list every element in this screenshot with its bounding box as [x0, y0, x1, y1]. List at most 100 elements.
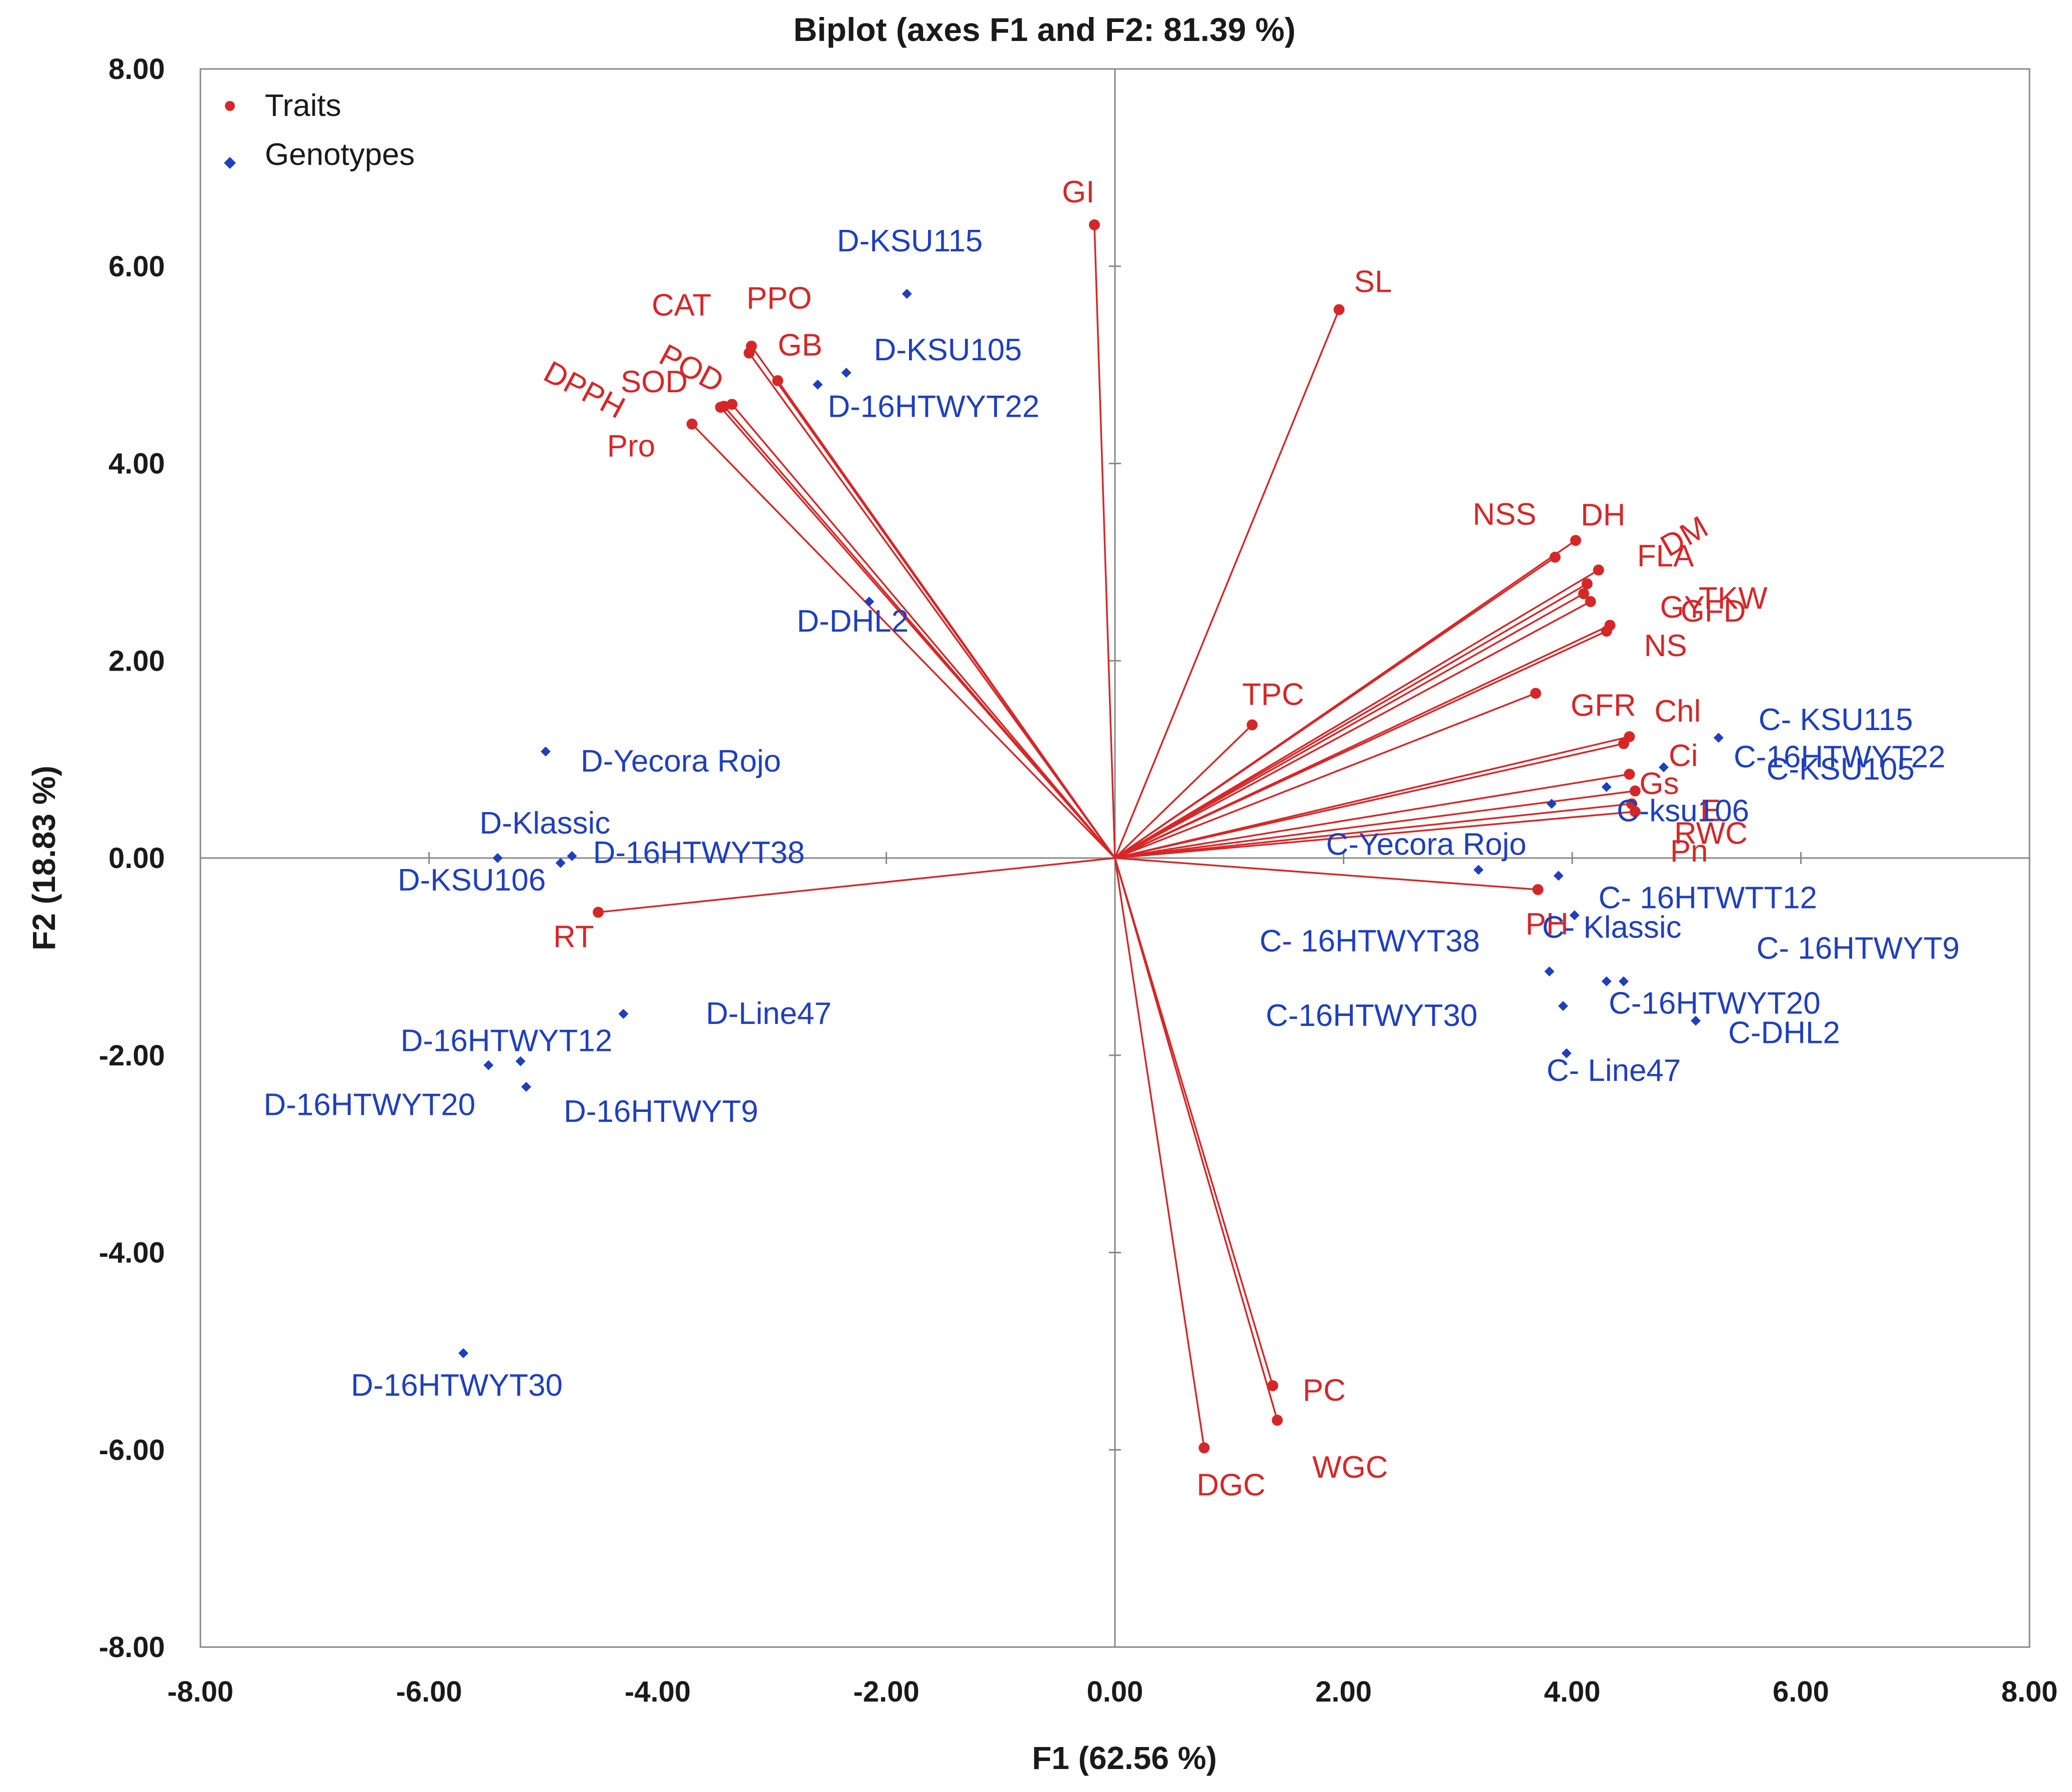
genotype-point-c-16htwyt20 — [1618, 976, 1629, 986]
trait-point-ppo — [746, 340, 757, 352]
genotype-point-d-16htwyt20 — [483, 1060, 494, 1070]
trait-point-nss — [1549, 552, 1561, 563]
trait-label-gi: GI — [1062, 175, 1094, 209]
trait-point-dm — [1593, 564, 1604, 576]
genotype-point-d-dhl2 — [864, 596, 875, 607]
genotype-point-d-16htwyt9 — [521, 1081, 531, 1092]
genotype-point-c-16htwtt12 — [1553, 871, 1564, 881]
trait-label-nss: NSS — [1473, 497, 1536, 532]
trait-vector-rt — [598, 857, 1115, 913]
trait-point-wgc — [1271, 1415, 1283, 1426]
trait-label-tpc: TPC — [1242, 678, 1304, 712]
genotype-point-d-16htwyt30 — [458, 1348, 469, 1358]
genotype-label-d-16htwyt38: D-16HTWYT38 — [593, 836, 805, 870]
genotype-label-c-klassic: C- Klassic — [1542, 910, 1682, 944]
genotype-label-d-16htwyt12: D-16HTWYT12 — [401, 1024, 613, 1058]
y-tick-label: 6.00 — [108, 250, 165, 283]
trait-point-gs — [1624, 769, 1635, 780]
genotype-label-d-klassic: D-Klassic — [479, 806, 610, 841]
trait-label-ns: NS — [1644, 629, 1687, 663]
trait-label-pn: Pn — [1670, 834, 1708, 869]
trait-point-sl — [1333, 304, 1345, 315]
trait-vector-fla — [1114, 583, 1588, 859]
trait-point-dh — [1570, 535, 1581, 546]
genotype-label-d-ksu105: D-KSU105 — [874, 333, 1022, 367]
genotype-point-c-line47 — [1561, 1048, 1572, 1058]
trait-vector-chl — [1114, 736, 1630, 859]
genotype-point-c-dhl2 — [1691, 1015, 1701, 1026]
trait-label-gfr: GFR — [1571, 688, 1636, 723]
genotype-label-d-dhl2: D-DHL2 — [797, 604, 909, 639]
trait-point-rt — [593, 906, 604, 918]
trait-label-chl: Chl — [1654, 694, 1701, 729]
trait-point-dgc — [1198, 1442, 1210, 1454]
genotype-label-c-16htwtt12: C- 16HTWTT12 — [1599, 881, 1817, 915]
trait-points — [593, 219, 1641, 1454]
trait-vector-cat — [748, 352, 1116, 859]
legend-genotypes-label: Genotypes — [265, 137, 415, 172]
y-tick-label: -2.00 — [99, 1039, 165, 1072]
genotype-label-c-ksu106: C-ksu106 — [1617, 794, 1749, 828]
trait-label-dgc: DGC — [1196, 1468, 1265, 1502]
y-tick-label: 0.00 — [108, 842, 165, 875]
genotype-label-d-line47: D-Line47 — [706, 996, 832, 1031]
trait-point-tkw — [1578, 588, 1589, 600]
trait-vector-gi — [1093, 224, 1116, 859]
trait-label-rt: RT — [553, 920, 594, 954]
x-tick-label: 2.00 — [1315, 1676, 1372, 1708]
trait-vector-tkw — [1114, 593, 1584, 859]
genotype-label-c-16htwyt20: C-16HTWYT20 — [1609, 986, 1821, 1021]
y-tick-label: 4.00 — [108, 448, 165, 480]
trait-point-tpc — [1246, 719, 1258, 731]
trait-vector-dpph — [723, 405, 1116, 859]
trait-vector-gb — [777, 380, 1116, 859]
legend-traits-marker — [225, 101, 235, 111]
trait-point-gfr — [1530, 688, 1541, 699]
genotype-point-d-klassic — [567, 851, 577, 862]
genotype-label-c-16htwyt9: C- 16HTWYT9 — [1757, 931, 1960, 966]
genotype-point-c-yecora-rojo — [1473, 865, 1484, 875]
genotype-label-c-16htwyt22: C-16HTWYT22 — [1734, 740, 1946, 774]
genotype-label-c-16htwyt30: C-16HTWYT30 — [1266, 998, 1478, 1033]
genotype-point-c-16htwyt9 — [1601, 976, 1612, 986]
genotype-label-d-yecora-rojo: D-Yecora Rojo — [581, 744, 781, 779]
genotype-point-c-ksu105 — [1601, 782, 1612, 792]
trait-point-dpph — [718, 401, 730, 412]
y-tick-label: -8.00 — [99, 1631, 165, 1664]
trait-vector-gs — [1114, 773, 1630, 859]
x-tick-label: -4.00 — [625, 1676, 691, 1708]
trait-label-gs: Gs — [1639, 767, 1679, 801]
x-axis-title: F1 (62.56 %) — [1032, 1740, 1217, 1776]
y-tick-label: 2.00 — [108, 645, 165, 677]
genotype-point-d-16htwyt38 — [555, 858, 566, 868]
legend: Traits Genotypes — [224, 88, 415, 172]
trait-point-ns — [1601, 626, 1612, 637]
x-tick-label: 0.00 — [1087, 1676, 1143, 1708]
trait-vector-dm — [1114, 569, 1599, 859]
trait-label-ci: Ci — [1669, 739, 1698, 773]
trait-vector-dgc — [1114, 858, 1205, 1448]
y-axis-title: F2 (18.83 %) — [26, 766, 62, 950]
trait-label-cat: CAT — [652, 288, 711, 322]
trait-label-gfd: GFD — [1681, 594, 1746, 629]
chart-title: Biplot (axes F1 and F2: 81.39 %) — [794, 11, 1296, 48]
genotype-label-c-dhl2: C-DHL2 — [1728, 1016, 1840, 1050]
trait-vector-ph — [1114, 857, 1538, 891]
trait-vectors — [598, 224, 1636, 1448]
legend-traits-label: Traits — [265, 88, 341, 123]
trait-label-tkw: TKW — [1699, 581, 1768, 616]
trait-point-gb — [772, 375, 784, 386]
genotype-label-d-16htwyt20: D-16HTWYT20 — [263, 1087, 475, 1122]
trait-vector-pro — [691, 423, 1116, 859]
trait-vector-gfr — [1114, 692, 1536, 859]
genotype-label-d-16htwyt9: D-16HTWYT9 — [564, 1094, 758, 1129]
genotype-point-d-16htwyt12 — [515, 1056, 526, 1066]
genotype-label-d-ksu106: D-KSU106 — [398, 863, 546, 897]
trait-vector-gfd — [1114, 601, 1591, 859]
genotype-label-d-ksu115: D-KSU115 — [837, 224, 983, 258]
x-tick-label: 8.00 — [2002, 1676, 2058, 1708]
genotype-labels: D-KSU115 D-KSU105 D-16HTWYT22 D-DHL2 D-Yecor… — [263, 224, 1960, 1403]
x-tick-label: -2.00 — [853, 1676, 919, 1708]
genotype-point-d-ksu106 — [492, 853, 503, 863]
